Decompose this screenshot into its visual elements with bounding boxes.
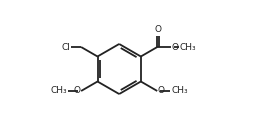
Text: CH₃: CH₃ <box>171 87 188 95</box>
Text: CH₃: CH₃ <box>180 43 197 51</box>
Text: O: O <box>73 87 80 95</box>
Text: O: O <box>155 25 162 34</box>
Text: Cl: Cl <box>61 43 70 51</box>
Text: O: O <box>171 43 178 51</box>
Text: O: O <box>158 87 165 95</box>
Text: CH₃: CH₃ <box>51 87 67 95</box>
